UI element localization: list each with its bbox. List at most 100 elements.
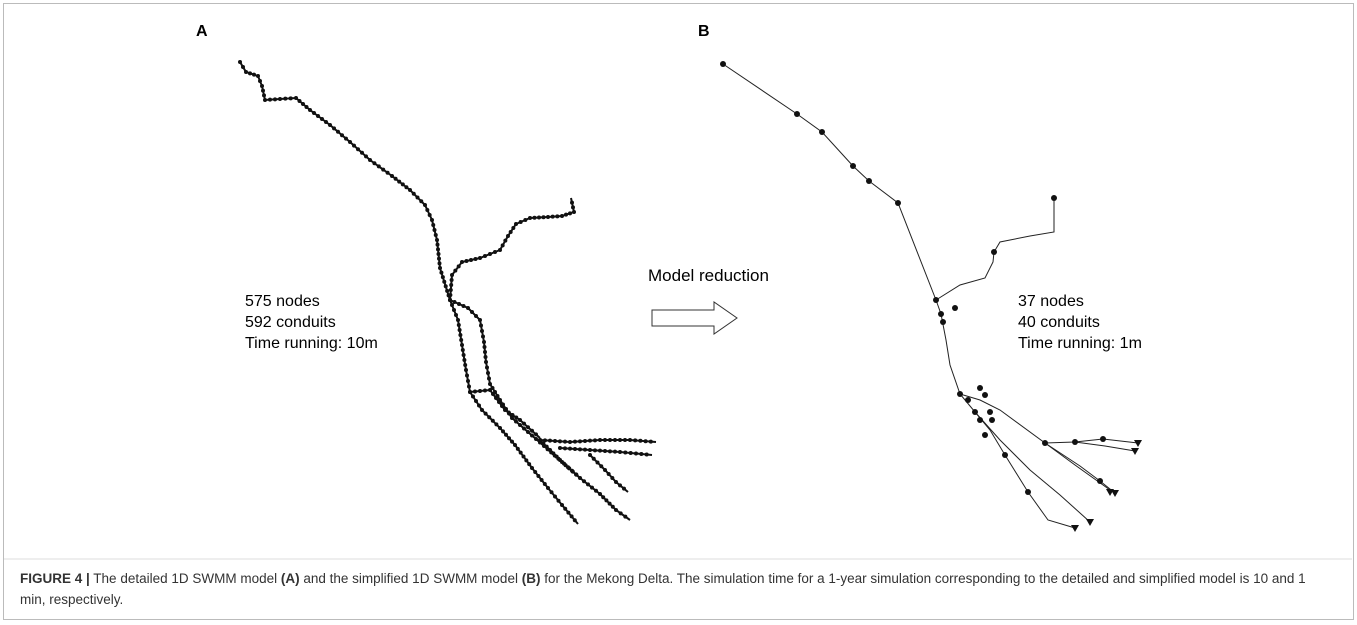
node: [598, 448, 602, 453]
node: [546, 215, 550, 219]
node: [608, 438, 612, 442]
node: [466, 379, 470, 383]
node: [543, 438, 547, 443]
node: [435, 238, 439, 242]
node: [493, 250, 497, 254]
node: [301, 102, 305, 106]
node: [537, 215, 541, 220]
node: [558, 458, 562, 462]
node: [340, 133, 344, 138]
node: [603, 468, 607, 472]
node: [514, 419, 518, 424]
node: [623, 438, 627, 442]
node: [560, 214, 564, 218]
node: [500, 404, 504, 408]
node: [483, 411, 488, 416]
node: [488, 252, 492, 256]
node: [541, 441, 546, 446]
conduit: [1044, 442, 1116, 494]
node: [623, 514, 628, 519]
node: [445, 288, 450, 293]
node: [532, 215, 537, 220]
node: [582, 479, 586, 484]
node: [614, 480, 618, 484]
node: [527, 462, 532, 467]
node: [524, 458, 529, 463]
node: [601, 495, 606, 500]
node: [448, 293, 453, 297]
node: [1025, 489, 1031, 495]
node: [608, 449, 612, 454]
node: [482, 345, 487, 349]
node: [628, 451, 633, 455]
node: [568, 440, 572, 444]
node: [648, 439, 653, 444]
node: [583, 439, 587, 443]
node: [442, 279, 447, 284]
node: [622, 486, 626, 491]
node: [566, 465, 570, 470]
node: [328, 123, 332, 127]
node: [583, 447, 587, 452]
node: [541, 215, 546, 220]
outfall: [1071, 525, 1079, 532]
node: [437, 256, 441, 261]
node: [982, 432, 988, 438]
stat: 37 nodes: [1018, 293, 1084, 310]
node: [544, 444, 549, 449]
node: [498, 426, 502, 430]
stat: Time running: 10m: [245, 335, 378, 352]
node: [518, 450, 523, 455]
node: [542, 482, 547, 486]
node: [480, 329, 484, 333]
node: [503, 238, 508, 243]
node: [572, 518, 577, 523]
node: [639, 452, 644, 456]
node: [563, 439, 567, 444]
node: [448, 288, 453, 292]
node: [278, 97, 282, 101]
conduit: [449, 197, 576, 301]
node: [514, 222, 518, 226]
node: [471, 394, 475, 399]
node: [571, 205, 575, 210]
conduit: [1074, 441, 1136, 452]
node: [1097, 478, 1103, 484]
node: [454, 313, 458, 317]
node: [591, 456, 596, 461]
node: [521, 454, 526, 459]
node: [566, 510, 571, 515]
node: [720, 61, 726, 67]
node: [491, 392, 495, 396]
node: [503, 408, 507, 412]
node: [241, 65, 245, 69]
node: [1051, 195, 1057, 201]
node: [477, 403, 481, 408]
node: [436, 247, 440, 252]
node: [484, 360, 488, 364]
node: [404, 185, 409, 190]
node: [456, 264, 461, 269]
conduit: [974, 411, 1076, 529]
node: [551, 451, 556, 456]
node: [464, 259, 469, 263]
node: [256, 74, 260, 78]
node: [450, 273, 454, 277]
node: [478, 318, 482, 322]
node: [368, 158, 372, 162]
node: [297, 99, 302, 103]
conduit: [449, 299, 631, 521]
node: [610, 476, 615, 480]
node: [450, 303, 454, 307]
node: [563, 446, 567, 451]
node: [553, 439, 557, 443]
node: [613, 438, 617, 442]
node: [607, 501, 612, 506]
node: [628, 438, 632, 442]
node: [457, 302, 461, 306]
node: [488, 388, 492, 392]
conduit: [722, 63, 976, 413]
node: [397, 179, 402, 184]
node: [411, 191, 416, 196]
conduit: [974, 411, 1091, 523]
